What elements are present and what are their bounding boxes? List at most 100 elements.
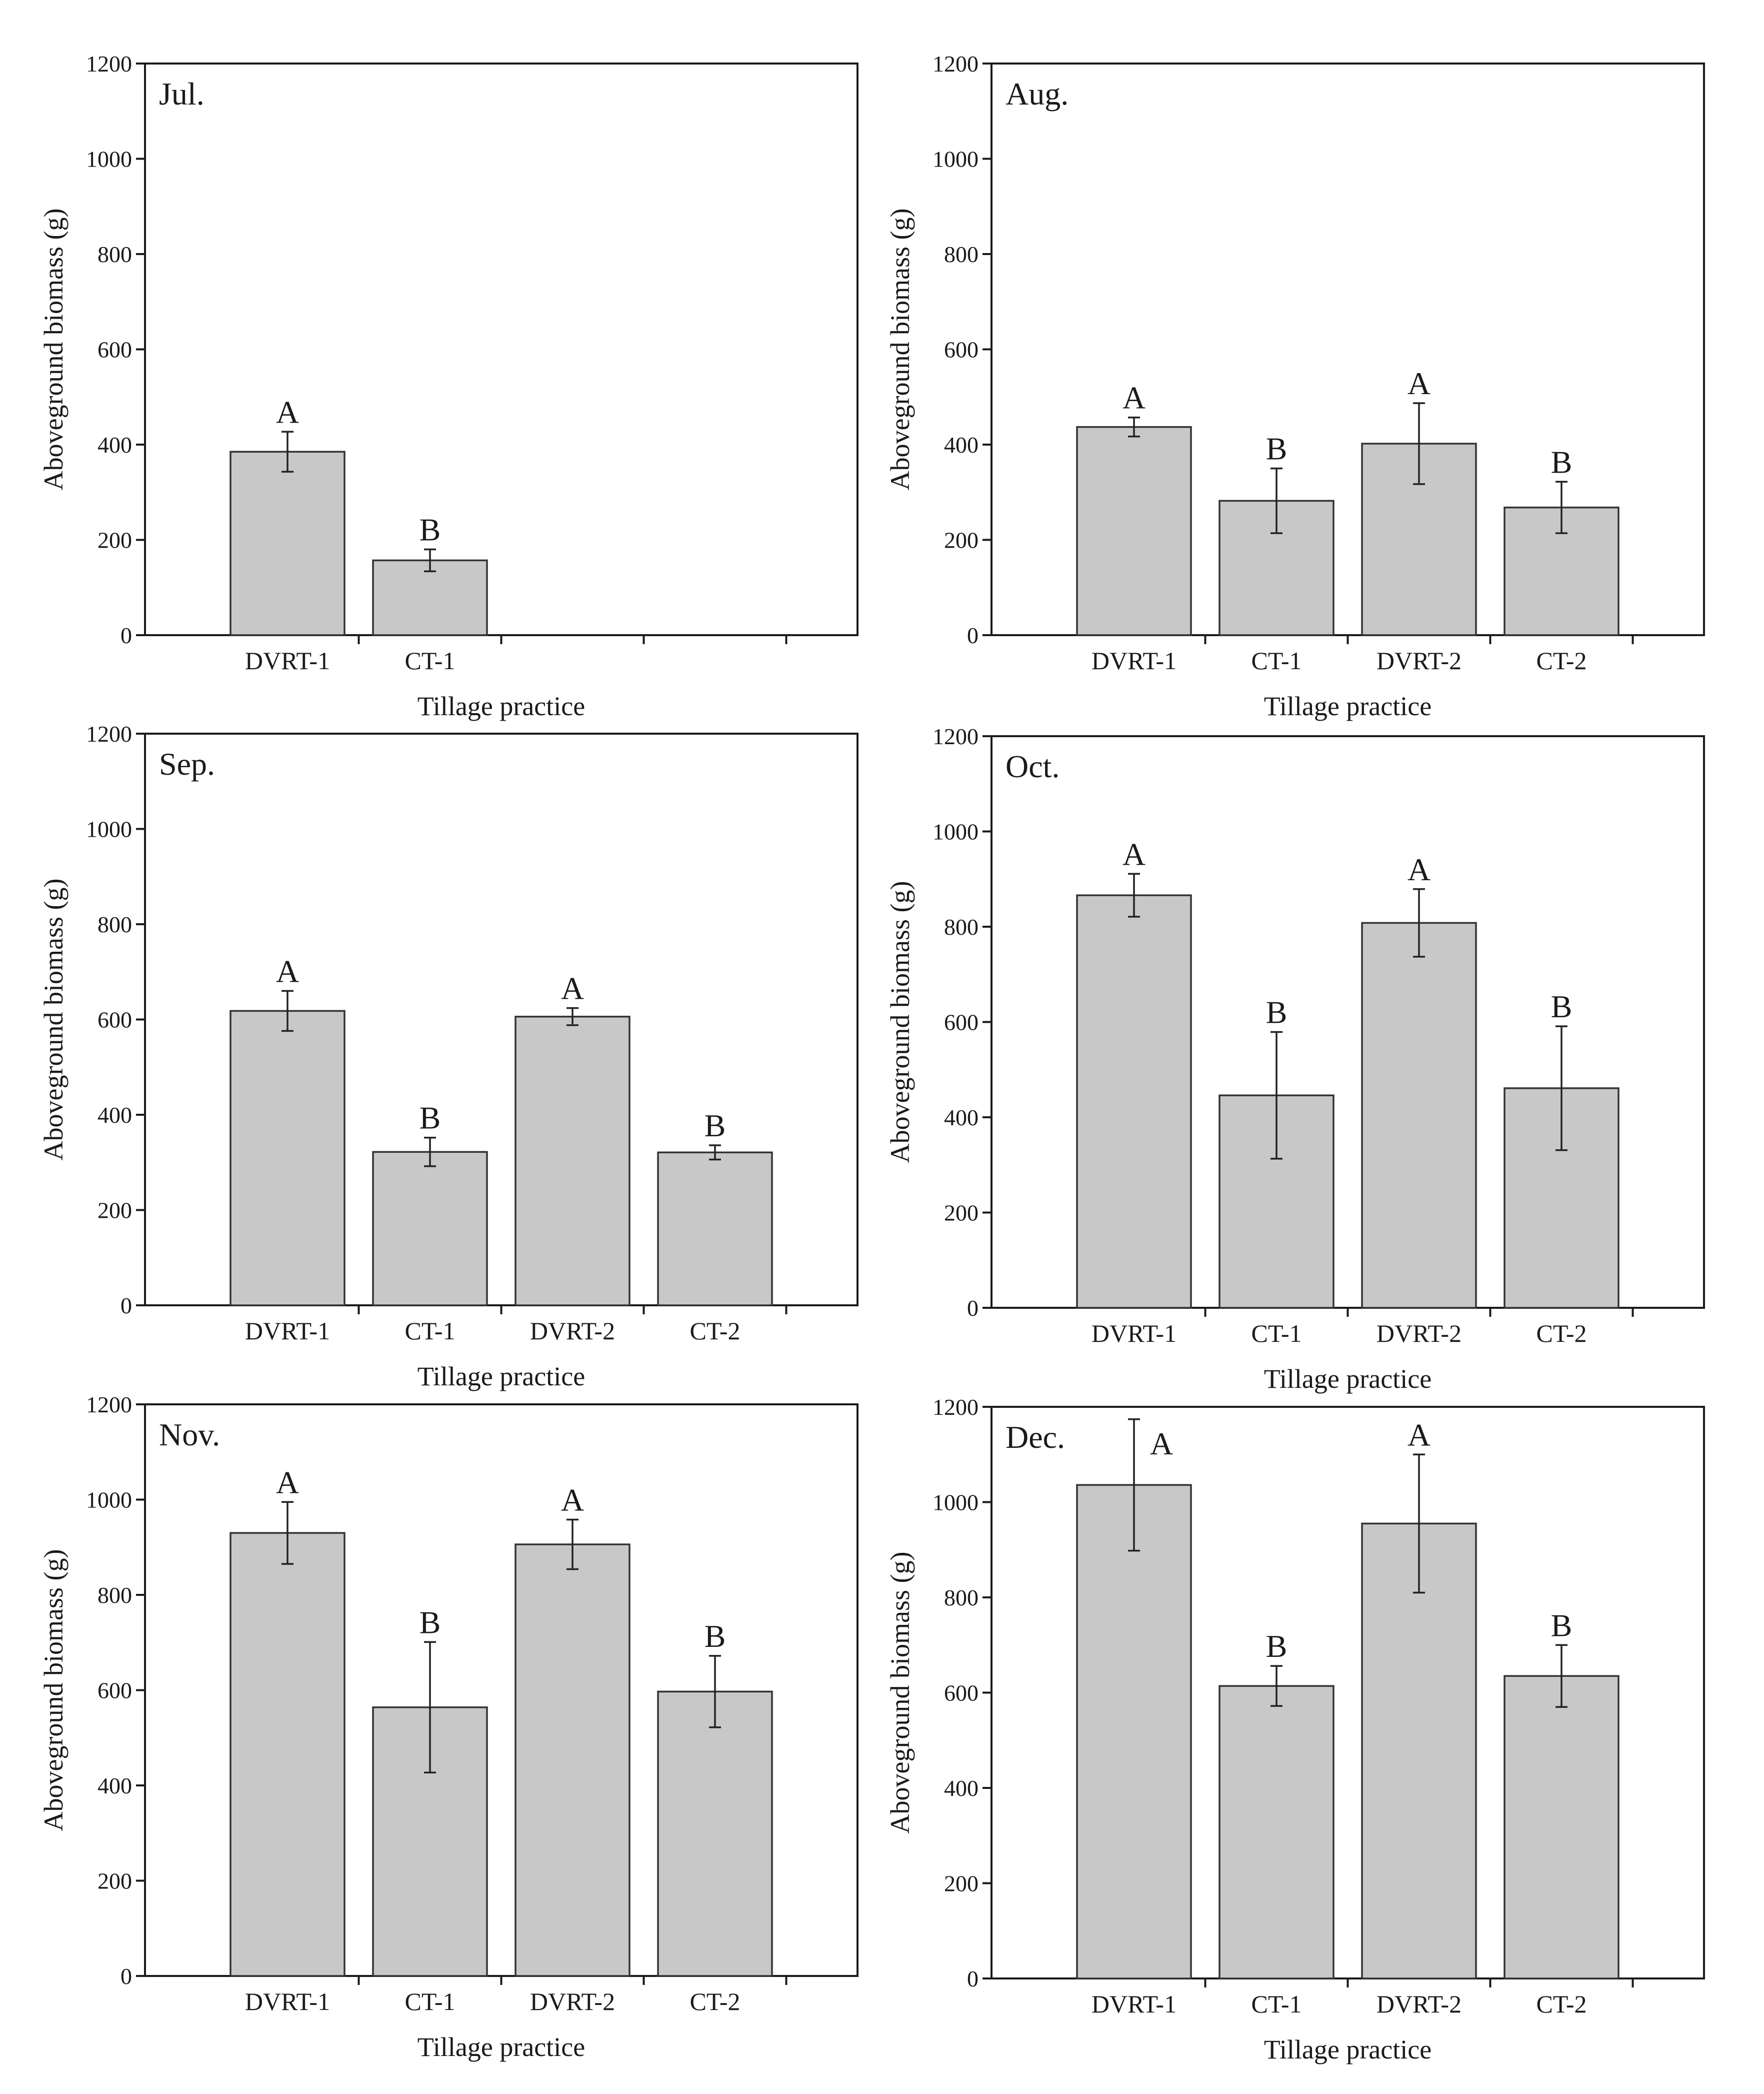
x-category-label: CT-2 <box>1536 1319 1587 1347</box>
y-tick-label: 0 <box>120 1293 132 1318</box>
significance-letter: A <box>276 1464 299 1500</box>
y-tick-label: 400 <box>944 1775 978 1801</box>
significance-letter: B <box>1266 995 1288 1030</box>
significance-letter: B <box>1266 1628 1288 1664</box>
y-tick-label: 600 <box>98 1007 132 1033</box>
x-category-label: DVRT-1 <box>1092 1990 1176 2018</box>
y-tick-label: 1000 <box>86 1487 132 1513</box>
x-category-label: DVRT-1 <box>1092 1319 1176 1347</box>
significance-letter: B <box>704 1108 726 1143</box>
significance-letter: B <box>704 1618 726 1654</box>
x-category-label: CT-2 <box>690 1987 740 2015</box>
y-tick-label: 1200 <box>932 1394 978 1420</box>
y-tick-label: 600 <box>944 337 978 363</box>
y-tick-label: 400 <box>98 1102 132 1128</box>
panel-title: Nov. <box>159 1417 220 1452</box>
x-category-label: CT-1 <box>405 1317 456 1345</box>
y-tick-label: 800 <box>98 242 132 267</box>
significance-letter: A <box>561 971 584 1006</box>
panel-title: Aug. <box>1006 76 1068 112</box>
chart-panel-3: 0 200 400 600 800 1000 1200 A DVRT-1 B CT-1 A DVRT-2… <box>38 721 858 1391</box>
chart-panel-2: 0 200 400 600 800 1000 1200 A DVRT-1 B CT-1 A DVRT-2… <box>885 51 1705 721</box>
y-tick-label: 200 <box>944 1871 978 1896</box>
significance-letter: B <box>420 1604 441 1640</box>
y-tick-label: 600 <box>944 1010 978 1035</box>
bar-dvrt-2 <box>1361 922 1477 1309</box>
x-axis-title: Tillage practice <box>1264 1364 1432 1394</box>
y-tick-label: 0 <box>967 623 978 648</box>
x-category-label: CT-1 <box>1252 1990 1302 2018</box>
significance-letter: B <box>1551 1607 1572 1643</box>
x-category-label: CT-2 <box>1536 1990 1587 2018</box>
y-tick-label: 200 <box>944 1200 978 1226</box>
y-axis-title: Aboveground biomass (g) <box>38 879 68 1161</box>
y-tick-label: 0 <box>967 1295 978 1321</box>
y-tick-label: 1000 <box>932 1490 978 1515</box>
bar-dvrt-2 <box>1361 1522 1477 1979</box>
y-axis-title: Aboveground biomass (g) <box>885 209 915 491</box>
y-tick-label: 1000 <box>86 817 132 842</box>
panel-title: Oct. <box>1006 749 1060 784</box>
significance-letter: A <box>1408 366 1430 401</box>
bar-dvrt-1 <box>230 1532 346 1977</box>
significance-letter: B <box>1551 989 1572 1024</box>
chart-panel-4: 0 200 400 600 800 1000 1200 A DVRT-1 B CT-1 A DVRT-2… <box>885 724 1705 1394</box>
y-tick-label: 600 <box>944 1680 978 1706</box>
y-tick-label: 1200 <box>86 721 132 747</box>
significance-letter: A <box>1150 1426 1173 1461</box>
chart-panel-6: 0 200 400 600 800 1000 1200 A DVRT-1 B CT-1 A DVRT-2… <box>885 1394 1705 2064</box>
significance-letter: B <box>1551 444 1572 480</box>
y-tick-label: 800 <box>98 1582 132 1608</box>
x-axis-title: Tillage practice <box>418 691 585 721</box>
y-tick-label: 1000 <box>932 819 978 845</box>
x-category-label: DVRT-1 <box>245 647 330 675</box>
bar-ct-1 <box>372 1151 488 1306</box>
y-tick-label: 600 <box>98 1678 132 1703</box>
x-category-label: CT-2 <box>1536 647 1587 675</box>
x-axis-title: Tillage practice <box>1264 2034 1432 2064</box>
y-axis-title: Aboveground biomass (g) <box>885 1552 915 1834</box>
y-tick-label: 800 <box>944 914 978 940</box>
y-axis-title: Aboveground biomass (g) <box>885 881 915 1163</box>
significance-letter: A <box>1122 836 1146 872</box>
x-axis-title: Tillage practice <box>1264 691 1432 721</box>
y-tick-label: 1200 <box>932 51 978 77</box>
y-tick-label: 600 <box>98 337 132 363</box>
x-category-label: DVRT-2 <box>1376 647 1462 675</box>
y-axis-title: Aboveground biomass (g) <box>38 1549 68 1831</box>
y-tick-label: 800 <box>944 242 978 267</box>
y-tick-label: 400 <box>98 432 132 458</box>
panel-title: Sep. <box>159 746 215 782</box>
panel-title: Jul. <box>159 76 204 112</box>
x-category-label: CT-1 <box>1252 1319 1302 1347</box>
chart-panel-1: 0 200 400 600 800 1000 1200 A DVRT-1 B CT-1 Jul. Til… <box>38 51 858 721</box>
y-axis-title: Aboveground biomass (g) <box>38 209 68 491</box>
y-tick-label: 400 <box>944 1105 978 1130</box>
significance-letter: A <box>561 1482 584 1518</box>
x-category-label: DVRT-1 <box>245 1317 330 1345</box>
chart-panel-5: 0 200 400 600 800 1000 1200 A DVRT-1 B CT-1 A DVRT-2… <box>38 1392 858 2062</box>
y-tick-label: 800 <box>98 912 132 937</box>
x-category-label: CT-2 <box>690 1317 740 1345</box>
x-category-label: DVRT-1 <box>1092 647 1176 675</box>
bar-dvrt-1 <box>1076 1484 1192 1979</box>
x-category-label: DVRT-2 <box>530 1317 615 1345</box>
bar-dvrt-1 <box>1076 894 1192 1309</box>
significance-letter: B <box>420 1100 441 1136</box>
y-tick-label: 1200 <box>932 724 978 749</box>
bar-dvrt-2 <box>514 1016 630 1306</box>
significance-letter: A <box>1408 1417 1430 1452</box>
y-tick-label: 1200 <box>86 1392 132 1417</box>
x-category-label: DVRT-1 <box>245 1987 330 2015</box>
significance-letter: A <box>276 953 299 989</box>
bar-ct-1 <box>1218 1685 1334 1979</box>
bar-dvrt-1 <box>230 451 346 636</box>
y-tick-label: 0 <box>120 623 132 648</box>
y-tick-label: 1000 <box>932 147 978 172</box>
bar-ct-2 <box>1504 1675 1620 1979</box>
y-tick-label: 800 <box>944 1585 978 1610</box>
bar-dvrt-1 <box>230 1010 346 1306</box>
y-tick-label: 1000 <box>86 147 132 172</box>
x-category-label: DVRT-2 <box>1376 1990 1462 2018</box>
